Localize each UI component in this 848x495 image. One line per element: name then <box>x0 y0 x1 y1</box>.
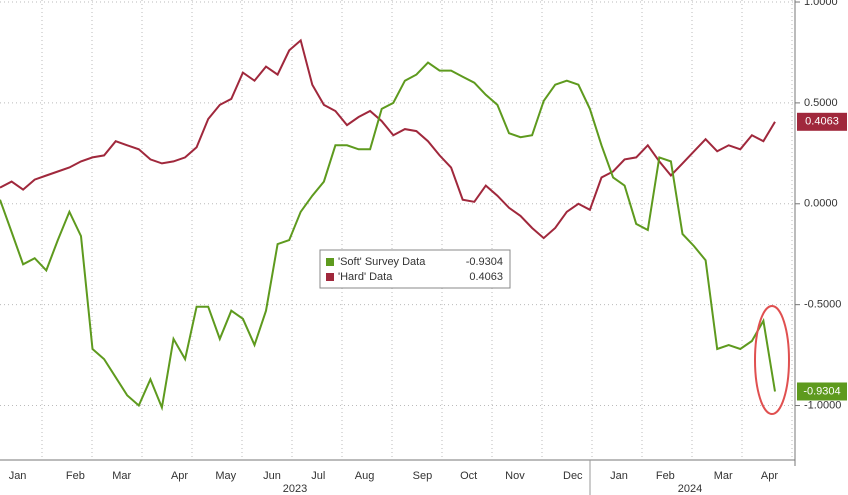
year-label: 2023 <box>283 483 307 495</box>
x-tick-label: Aug <box>355 470 375 482</box>
highlight-circle <box>754 305 790 415</box>
legend-box <box>319 249 511 289</box>
x-tick-label: May <box>215 470 236 482</box>
legend: 'Soft' Survey Data 'Hard' Data -0.9304 0… <box>319 249 511 289</box>
value-badge <box>797 112 847 131</box>
y-tick-label: -1.0000 <box>804 399 841 411</box>
y-tick-label: 0.5000 <box>804 97 838 109</box>
x-tick-label: Feb <box>66 470 85 482</box>
y-tick-label: 1.0000 <box>804 0 838 8</box>
legend-label: 'Soft' Survey Data <box>338 256 426 268</box>
legend-label: 'Hard' Data <box>338 271 393 283</box>
x-tick-label: Jul <box>311 470 325 482</box>
series-line <box>0 38 776 240</box>
x-tick-label: Oct <box>460 470 477 482</box>
x-tick-label: Dec <box>563 470 583 482</box>
value-badge <box>797 382 847 401</box>
x-tick-label: Jun <box>263 470 281 482</box>
value-badge-label: 0.4063 <box>805 116 839 128</box>
x-tick-label: Apr <box>761 470 778 482</box>
legend-value: -0.9304 <box>466 256 503 268</box>
legend-value: 0.4063 <box>469 271 503 283</box>
x-tick-label: Sep <box>413 470 433 482</box>
x-tick-label: Apr <box>171 470 188 482</box>
year-label: 2024 <box>678 483 702 495</box>
value-badge-label: -0.9304 <box>803 385 840 397</box>
x-tick-label: Nov <box>505 470 525 482</box>
legend-swatch <box>326 273 334 281</box>
x-tick-label: Feb <box>656 470 675 482</box>
series-line <box>0 61 776 412</box>
legend-swatch <box>326 258 334 266</box>
x-tick-label: Jan <box>610 470 628 482</box>
x-tick-label: Mar <box>112 470 131 482</box>
y-tick-label: 0.0000 <box>804 198 838 210</box>
x-tick-label: Jan <box>9 470 27 482</box>
x-tick-label: Mar <box>714 470 733 482</box>
y-tick-label: -0.5000 <box>804 299 841 311</box>
